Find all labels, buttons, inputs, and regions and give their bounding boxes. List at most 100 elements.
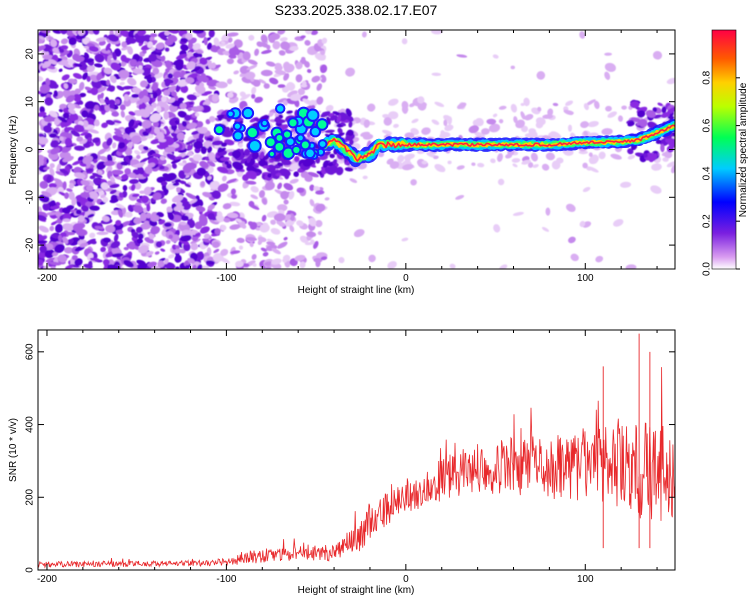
ridge-blob-inner	[243, 108, 253, 118]
noise-spot	[124, 168, 131, 175]
noise-spot	[246, 64, 258, 71]
ridge-blob-inner	[228, 111, 233, 117]
noise-spot	[164, 39, 174, 46]
ridge-blob-inner	[234, 123, 240, 129]
x-tick-label: -200	[37, 574, 57, 585]
noise-spot	[158, 219, 166, 225]
noise-spot	[127, 241, 136, 250]
noise-spot	[43, 166, 50, 171]
noise-spot	[666, 106, 675, 115]
noise-spot	[309, 184, 315, 192]
noise-spot	[521, 159, 532, 165]
noise-spot	[140, 147, 152, 154]
noise-spot	[431, 30, 443, 35]
noise-spot	[349, 139, 354, 146]
noise-spot	[94, 188, 103, 193]
noise-spot	[587, 121, 599, 128]
noise-spot	[274, 69, 287, 76]
noise-spot	[139, 157, 149, 164]
noise-spot	[498, 105, 507, 110]
noise-spot	[135, 226, 143, 234]
noise-spot	[304, 61, 310, 68]
noise-spot	[171, 194, 184, 203]
noise-spot	[220, 248, 229, 256]
noise-spot	[320, 256, 328, 261]
ridge-blob-inner	[293, 146, 300, 154]
noise-spot	[192, 264, 197, 269]
noise-spot	[239, 91, 247, 98]
noise-spot	[160, 55, 166, 62]
y-tick-label: 400	[25, 416, 36, 433]
noise-spot	[570, 253, 579, 262]
noise-spot	[176, 53, 188, 60]
x-tick-label: 0	[403, 574, 409, 585]
noise-spot	[119, 104, 126, 111]
ridge-blob-inner	[318, 149, 324, 155]
noise-spot	[188, 157, 200, 164]
noise-spot	[100, 182, 109, 190]
noise-spot	[74, 258, 83, 266]
noise-spot	[39, 84, 51, 94]
ridge-blob-inner	[276, 135, 283, 141]
noise-spot	[59, 136, 64, 141]
noise-spot	[162, 173, 169, 178]
noise-spot	[65, 205, 75, 211]
noise-spot	[208, 85, 217, 90]
noise-spot	[238, 143, 243, 148]
noise-spot	[580, 121, 589, 129]
noise-spot	[545, 152, 555, 161]
noise-spot	[604, 71, 611, 80]
noise-spot	[146, 75, 153, 84]
noise-spot	[118, 69, 130, 79]
spectrogram-y-ticks: -20 -10 0 10 20	[25, 48, 675, 252]
noise-spot	[547, 108, 554, 116]
noise-spot	[222, 203, 232, 210]
spectrogram-x-label: Height of straight line (km)	[298, 285, 415, 296]
noise-spot	[322, 160, 329, 168]
ridge-blob-inner	[287, 138, 294, 145]
noise-spot	[493, 224, 501, 233]
noise-spot	[84, 58, 95, 63]
noise-spot	[157, 260, 165, 268]
noise-spot	[404, 156, 411, 164]
noise-spot	[627, 121, 635, 127]
noise-spot	[58, 234, 63, 242]
noise-spot	[164, 47, 170, 52]
noise-spot	[89, 205, 100, 211]
noise-spot	[277, 221, 286, 227]
noise-spot	[154, 251, 160, 255]
noise-spot	[92, 172, 103, 178]
x-tick-label: -100	[216, 273, 236, 284]
noise-spot	[194, 232, 201, 237]
noise-spot	[62, 181, 67, 191]
noise-spot	[411, 118, 419, 124]
noise-spot	[283, 199, 289, 205]
noise-spot	[248, 34, 255, 41]
noise-spot	[167, 212, 175, 221]
noise-spot	[321, 37, 328, 44]
noise-spot	[164, 262, 176, 269]
noise-spot	[272, 41, 281, 50]
ridge-blob-inner	[317, 120, 327, 129]
noise-spot	[199, 226, 210, 234]
noise-spot	[190, 67, 201, 73]
noise-spot	[38, 75, 44, 82]
noise-spot	[84, 52, 90, 60]
noise-spot	[657, 102, 663, 107]
noise-spot	[102, 237, 111, 243]
noise-spot	[353, 229, 365, 238]
noise-spot	[240, 93, 251, 101]
noise-spot	[129, 178, 139, 185]
noise-spot	[637, 110, 646, 118]
noise-spot	[152, 92, 158, 99]
noise-spot	[565, 203, 576, 213]
noise-spot	[207, 176, 212, 180]
noise-spot	[38, 165, 48, 173]
noise-spot	[82, 155, 93, 164]
noise-spot	[150, 33, 158, 38]
noise-spot	[667, 115, 675, 120]
noise-spot	[129, 59, 138, 67]
noise-spot	[200, 72, 207, 82]
noise-spot	[498, 118, 504, 124]
noise-spot	[50, 266, 56, 269]
